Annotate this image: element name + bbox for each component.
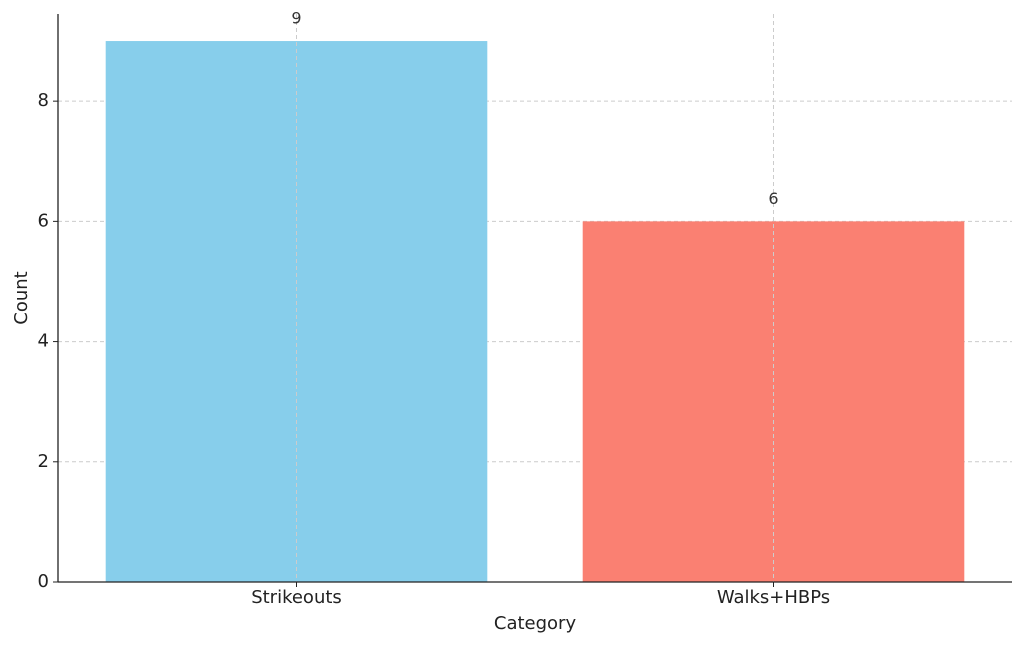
y-tick-label: 6 bbox=[38, 210, 49, 231]
x-tick-label: Strikeouts bbox=[251, 587, 342, 608]
y-tick-label: 2 bbox=[38, 451, 49, 472]
y-tick-label: 4 bbox=[38, 331, 49, 352]
value-label: 6 bbox=[768, 189, 778, 208]
x-tick-label: Walks+HBPs bbox=[717, 587, 830, 608]
x-axis-label: Category bbox=[494, 613, 577, 634]
y-axis-label: Count bbox=[11, 271, 32, 324]
y-tick-label: 8 bbox=[38, 90, 49, 111]
value-label: 9 bbox=[291, 9, 301, 28]
y-tick-label: 0 bbox=[38, 571, 49, 592]
